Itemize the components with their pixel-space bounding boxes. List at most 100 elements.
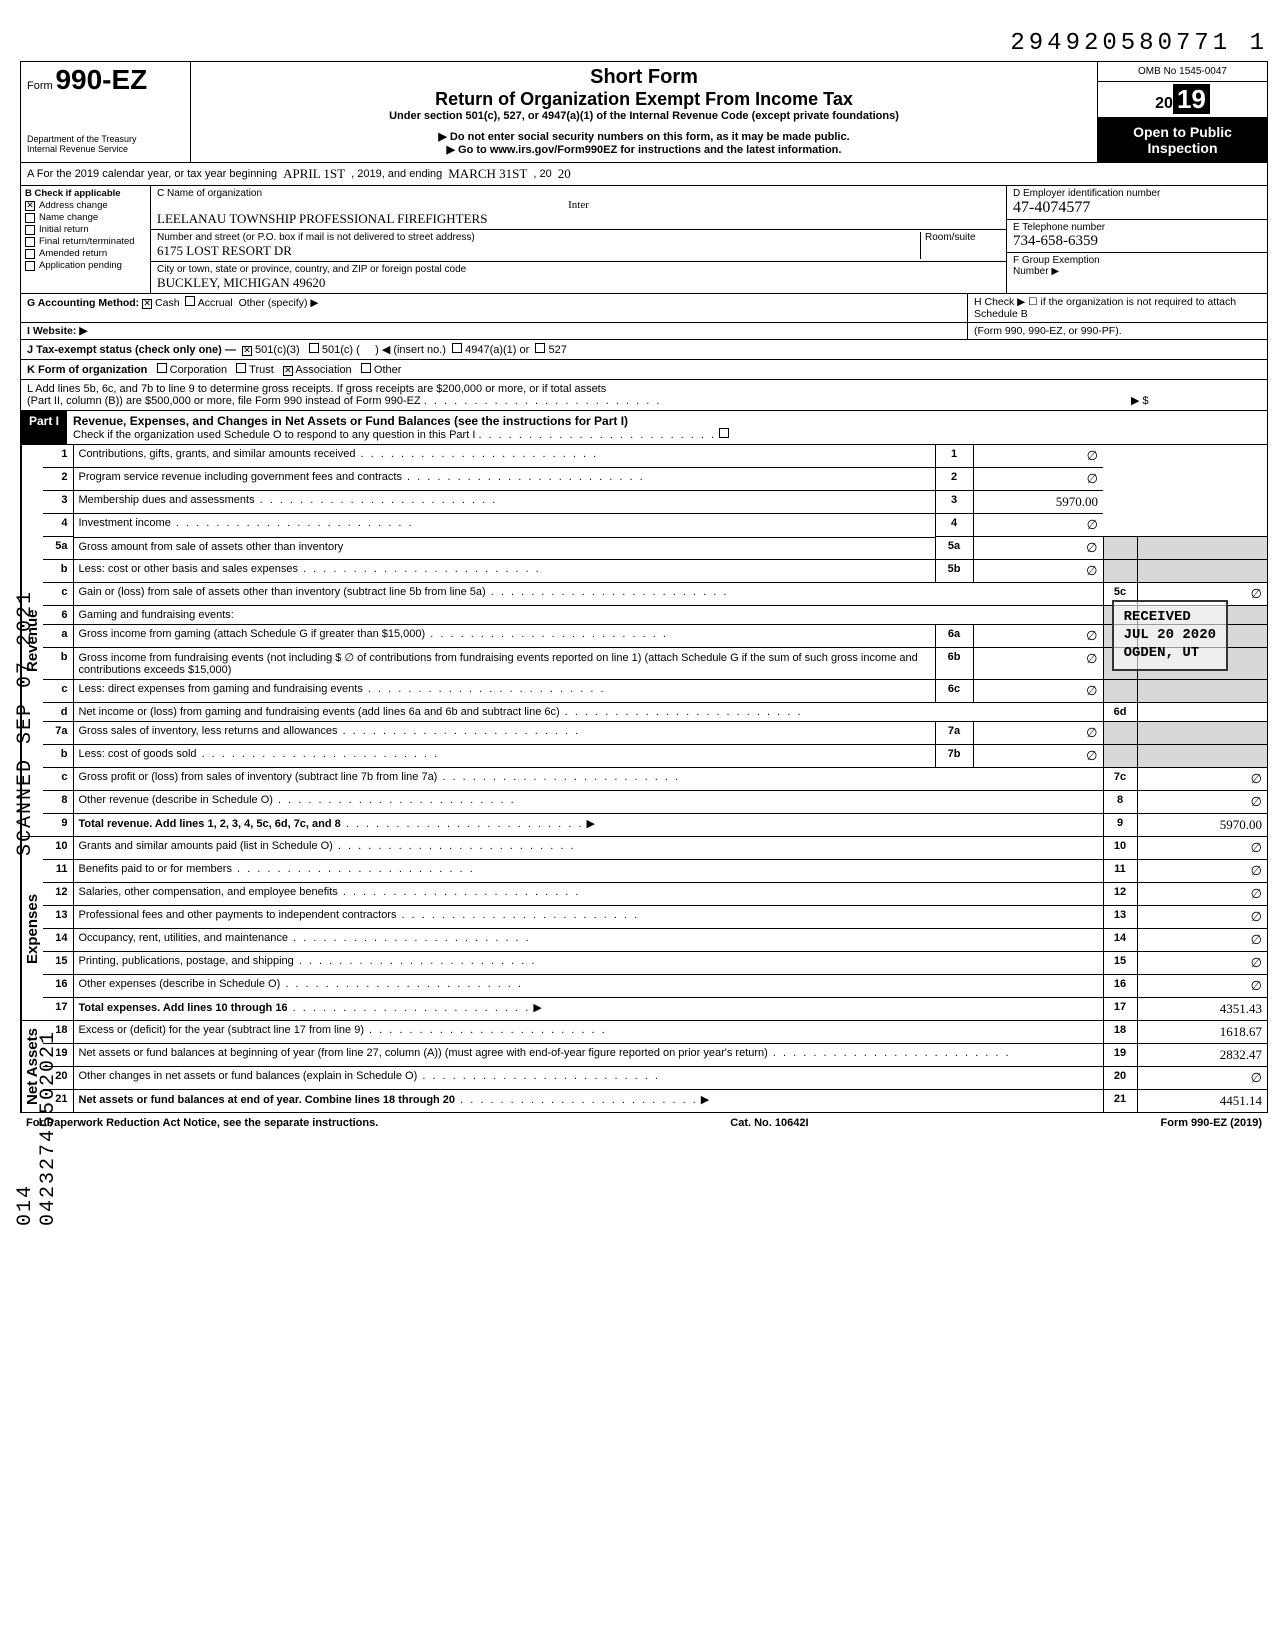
line-11: 11Benefits paid to or for members11∅ <box>43 860 1267 883</box>
chk-4947[interactable] <box>452 343 462 353</box>
line-5a: 5aGross amount from sale of assets other… <box>43 537 1267 560</box>
l-line2: (Part II, column (B)) are $500,000 or mo… <box>27 395 421 407</box>
chk-amended[interactable]: Amended return <box>25 248 146 259</box>
line-7a: 7aGross sales of inventory, less returns… <box>43 722 1267 745</box>
f-group-label: F Group Exemption <box>1013 255 1261 266</box>
part1-check-o: Check if the organization used Schedule … <box>73 429 475 441</box>
line-6c: cLess: direct expenses from gaming and f… <box>43 680 1267 703</box>
received-line1: RECEIVED <box>1124 608 1216 626</box>
ssn-note: Do not enter social security numbers on … <box>199 130 1089 143</box>
room-suite-label: Room/suite <box>920 232 1000 259</box>
d-ein-label: D Employer identification number <box>1013 188 1261 199</box>
footer-pra: For Paperwork Reduction Act Notice, see … <box>26 1117 378 1129</box>
j-label: J Tax-exempt status (check only one) — <box>27 344 236 356</box>
line-7b: bLess: cost of goods sold7b∅ <box>43 745 1267 768</box>
line-6: 6Gaming and fundraising events: <box>43 606 1267 625</box>
chk-527[interactable] <box>535 343 545 353</box>
c-city-value: BUCKLEY, MICHIGAN 49620 <box>157 275 1000 291</box>
c-city-label: City or town, state or province, country… <box>157 264 1000 275</box>
line-5b: bLess: cost or other basis and sales exp… <box>43 560 1267 583</box>
c-name-value: LEELANAU TOWNSHIP PROFESSIONAL FIREFIGHT… <box>157 211 1000 227</box>
c-name-scratch: Inter <box>157 199 1000 211</box>
form-prefix: Form <box>27 80 53 92</box>
received-line2: JUL 20 2020 <box>1124 626 1216 644</box>
line-6b: bGross income from fundraising events (n… <box>43 648 1267 680</box>
i-label: I Website: ▶ <box>27 325 87 337</box>
line-6a: aGross income from gaming (attach Schedu… <box>43 625 1267 648</box>
goto-note: Go to www.irs.gov/Form990EZ for instruct… <box>199 143 1089 156</box>
row-a-end: MARCH 31ST <box>448 166 527 182</box>
dept-label: Department of the Treasury <box>27 134 184 144</box>
line-9: 9Total revenue. Add lines 1, 2, 3, 4, 5c… <box>43 814 1267 837</box>
short-form-title: Short Form <box>199 66 1089 89</box>
chk-cash[interactable]: ✕ <box>142 299 152 309</box>
chk-initial-return[interactable]: Initial return <box>25 224 146 235</box>
document-id: 294920580771 1 <box>20 30 1268 57</box>
form-title: Return of Organization Exempt From Incom… <box>199 89 1089 110</box>
row-a-tax-year: A For the 2019 calendar year, or tax yea… <box>21 163 1267 186</box>
g-label: G Accounting Method: <box>27 297 139 309</box>
row-g-accounting: G Accounting Method: ✕ Cash Accrual Othe… <box>21 294 1267 323</box>
line-2: 2Program service revenue including gover… <box>43 468 1267 491</box>
row-i-website: I Website: ▶ (Form 990, 990-EZ, or 990-P… <box>21 323 1267 340</box>
chk-accrual[interactable] <box>185 296 195 306</box>
form-number: 990-EZ <box>55 64 147 95</box>
line-7c: cGross profit or (loss) from sales of in… <box>43 768 1267 791</box>
l-arrow: ▶ $ <box>1131 394 1261 407</box>
tax-year: 20201919 <box>1098 82 1267 118</box>
chk-trust[interactable] <box>236 363 246 373</box>
chk-address-change[interactable]: ✕Address change <box>25 200 146 211</box>
row-l-gross-receipts: L Add lines 5b, 6c, and 7b to line 9 to … <box>21 380 1267 411</box>
row-a-begin: APRIL 1ST <box>283 166 345 182</box>
line-10: 10Grants and similar amounts paid (list … <box>43 837 1267 860</box>
line-19: 19Net assets or fund balances at beginni… <box>43 1044 1267 1067</box>
b-label: B Check if applicable <box>25 188 146 199</box>
part1-header-row: Part I Revenue, Expenses, and Changes in… <box>21 411 1267 445</box>
part1-label: Part I <box>21 411 67 444</box>
omb-number: OMB No 1545-0047 <box>1098 62 1267 82</box>
footer: For Paperwork Reduction Act Notice, see … <box>20 1113 1268 1133</box>
chk-name-change[interactable]: Name change <box>25 212 146 223</box>
chk-501c3[interactable]: ✕ <box>242 346 252 356</box>
k-label: K Form of organization <box>27 364 147 376</box>
row-a-suffix: , 20 <box>533 168 551 180</box>
irs-label: Internal Revenue Service <box>27 144 184 154</box>
row-a-prefix: A For the 2019 calendar year, or tax yea… <box>27 168 277 180</box>
line-1: 1Contributions, gifts, grants, and simil… <box>43 445 1267 468</box>
chk-assoc[interactable]: ✕ <box>283 366 293 376</box>
form-header: Form 990-EZ Department of the Treasury I… <box>21 62 1267 163</box>
e-phone-value: 734-658-6359 <box>1013 233 1261 250</box>
line-3: 3Membership dues and assessments35970.00 <box>43 491 1267 514</box>
line-16: 16Other expenses (describe in Schedule O… <box>43 975 1267 998</box>
chk-501c[interactable] <box>309 343 319 353</box>
h-text: H Check ▶ ☐ if the organization is not r… <box>974 296 1236 320</box>
c-name-label: C Name of organization <box>157 188 1000 199</box>
row-a-yy: 20 <box>558 166 571 182</box>
line-12: 12Salaries, other compensation, and empl… <box>43 883 1267 906</box>
line-14: 14Occupancy, rent, utilities, and mainte… <box>43 929 1267 952</box>
line-6d: dNet income or (loss) from gaming and fu… <box>43 703 1267 722</box>
row-k-form-org: K Form of organization Corporation Trust… <box>21 360 1267 380</box>
footer-cat: Cat. No. 10642I <box>730 1117 808 1129</box>
revenue-section: Revenue 1Contributions, gifts, grants, a… <box>21 445 1267 837</box>
chk-final-return[interactable]: Final return/terminated <box>25 236 146 247</box>
h-sub: (Form 990, 990-EZ, or 990-PF). <box>974 325 1122 337</box>
received-line3: OGDEN, UT <box>1124 644 1216 662</box>
chk-app-pending[interactable]: Application pending <box>25 260 146 271</box>
expenses-table: 10Grants and similar amounts paid (list … <box>43 837 1267 1020</box>
line-18: 18Excess or (deficit) for the year (subt… <box>43 1021 1267 1044</box>
part1-title: Revenue, Expenses, and Changes in Net As… <box>73 414 1261 428</box>
block-bcd: B Check if applicable ✕Address change Na… <box>21 186 1267 294</box>
revenue-vlabel: Revenue <box>21 445 43 836</box>
expenses-vlabel: Expenses <box>21 837 43 1020</box>
chk-corp[interactable] <box>157 363 167 373</box>
line-17: 17Total expenses. Add lines 10 through 1… <box>43 998 1267 1021</box>
net-assets-section: Net Assets 18Excess or (deficit) for the… <box>21 1021 1267 1112</box>
form-subtitle: Under section 501(c), 527, or 4947(a)(1)… <box>199 110 1089 122</box>
c-addr-value: 6175 LOST RESORT DR <box>157 243 920 259</box>
line-5c: cGain or (loss) from sale of assets othe… <box>43 583 1267 606</box>
line-20: 20Other changes in net assets or fund ba… <box>43 1067 1267 1090</box>
open-public-2: Inspection <box>1100 140 1265 156</box>
chk-other-org[interactable] <box>361 363 371 373</box>
chk-schedule-o[interactable] <box>719 428 729 438</box>
